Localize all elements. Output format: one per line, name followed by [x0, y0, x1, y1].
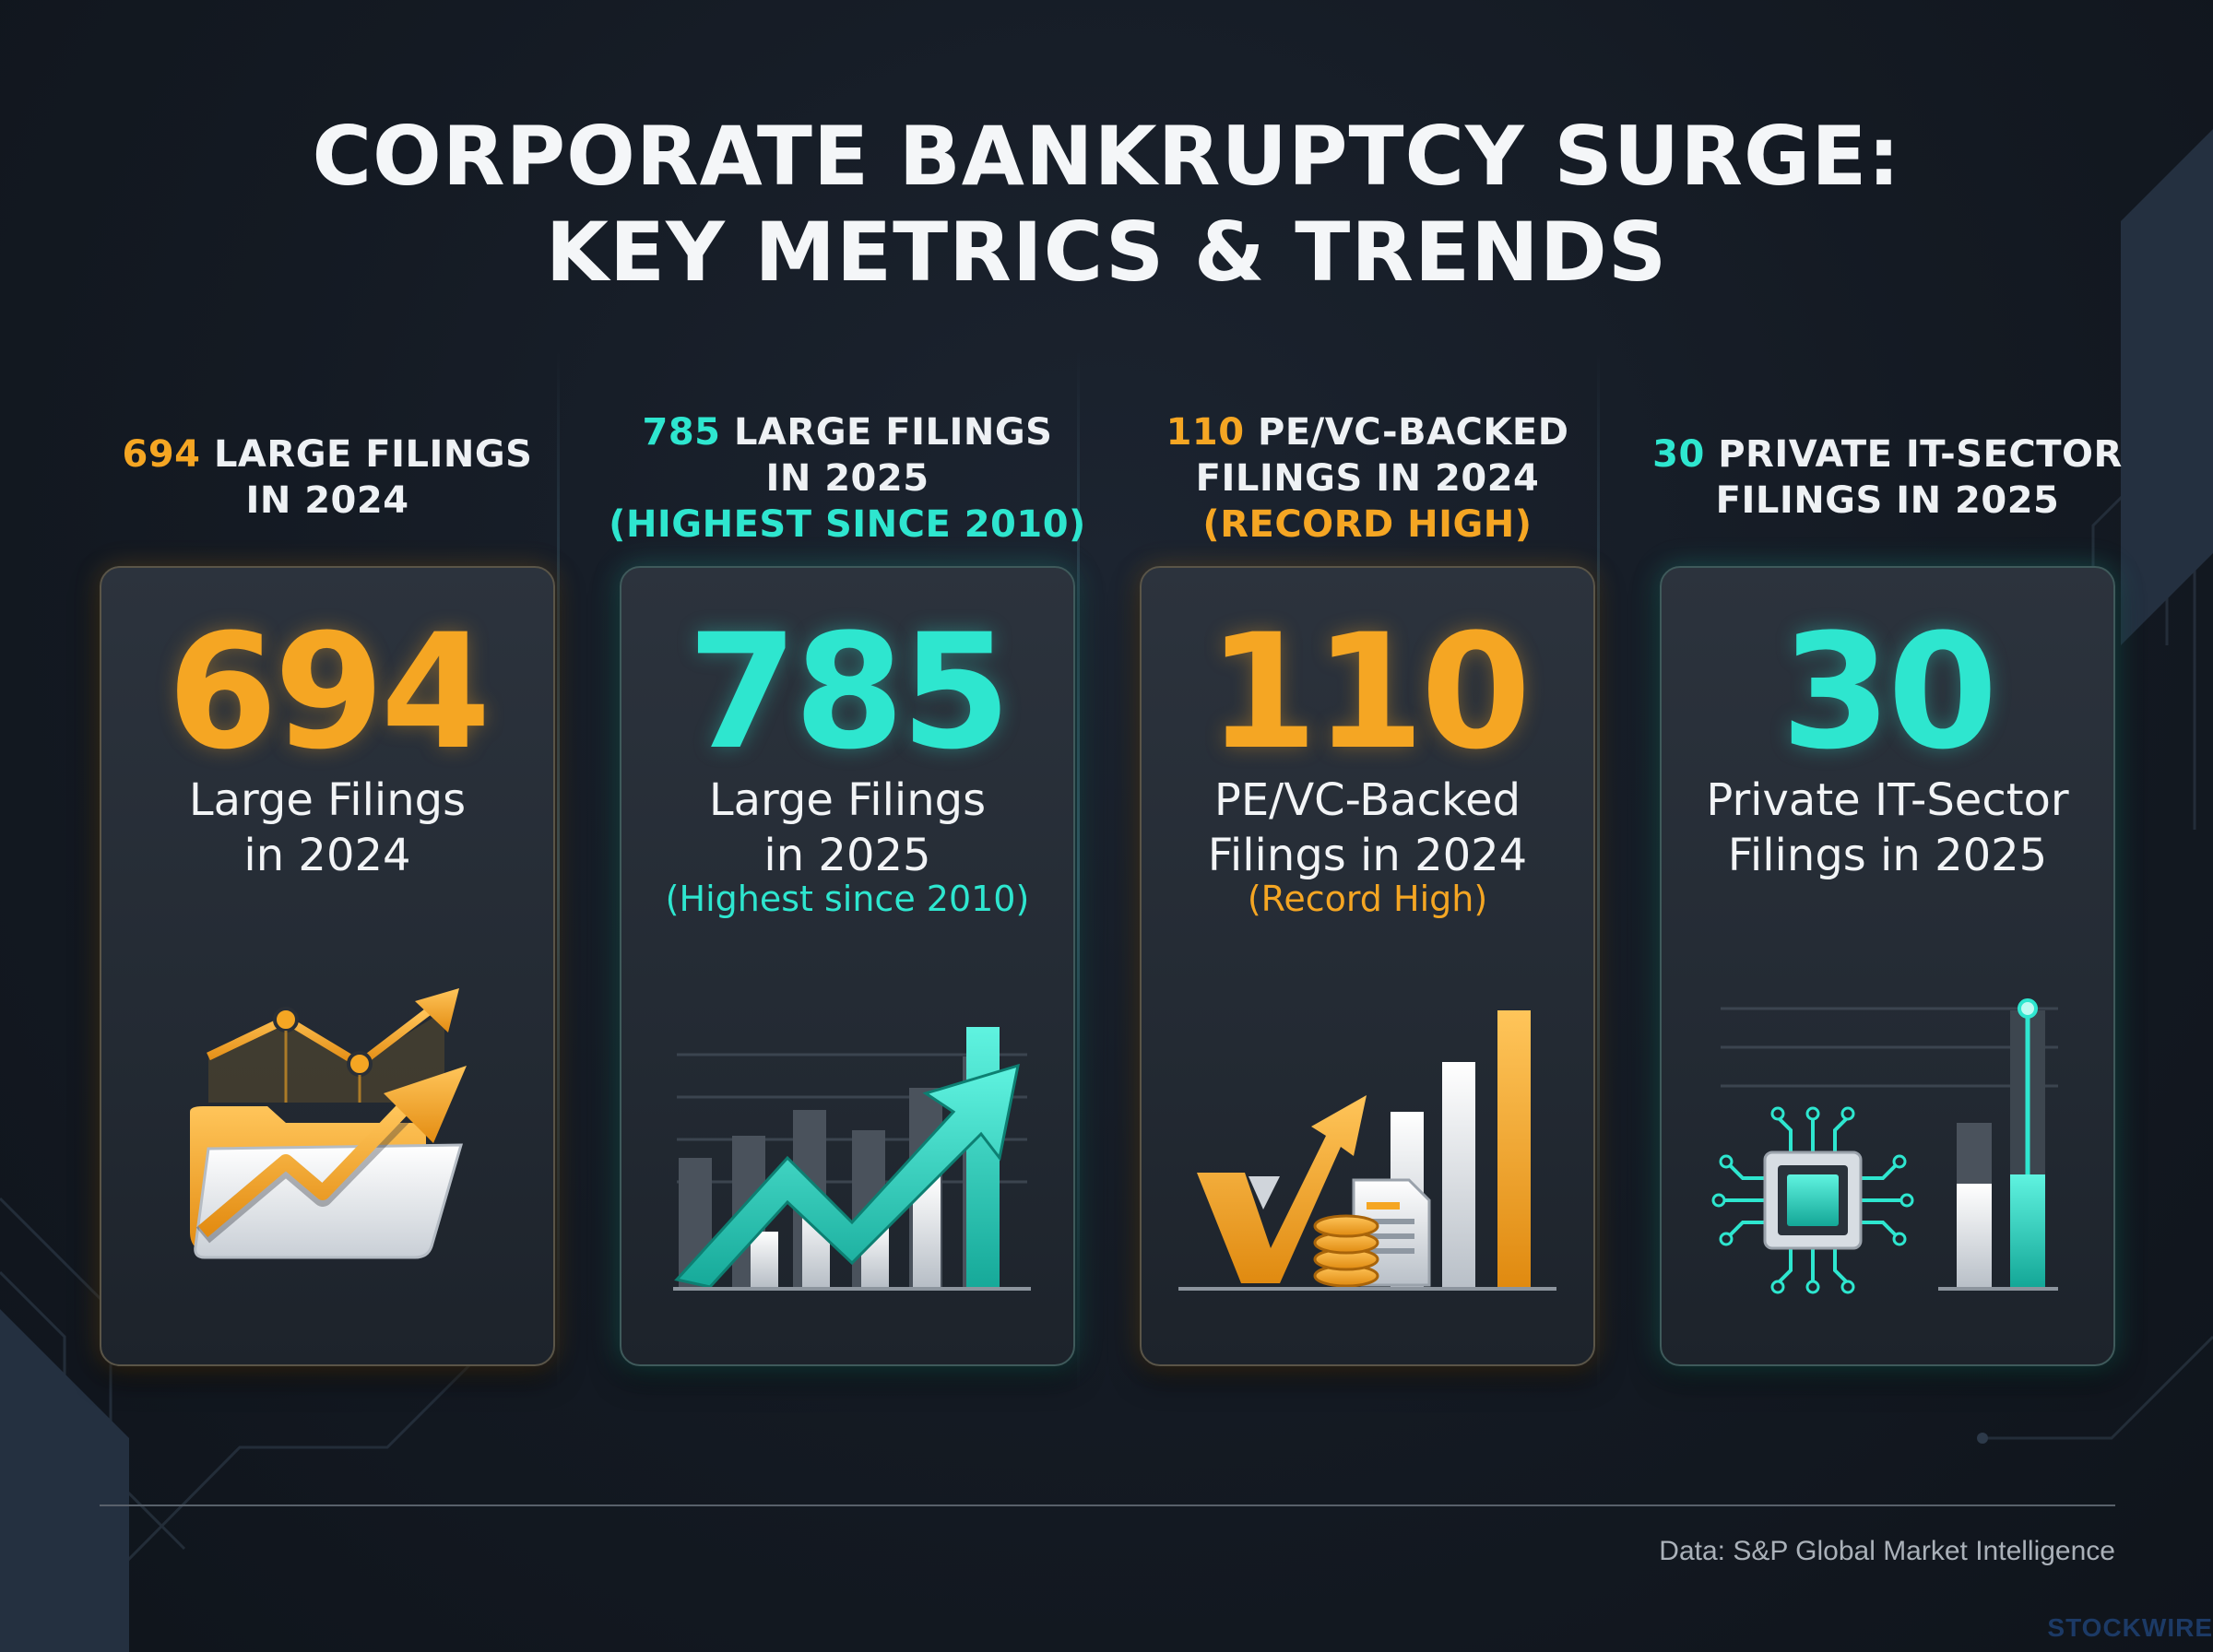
header-number: 30 [1652, 433, 1705, 476]
metric-value: 785 [687, 599, 1011, 785]
column-divider [557, 350, 560, 1392]
metric-card: 785 Large Filings in 2025 (Highest since… [620, 566, 1075, 1366]
metric-label-line-2: Filings in 2024 [1207, 830, 1528, 881]
metric-label-line-2: in 2024 [243, 830, 411, 881]
data-source: Data: S&P Global Market Intelligence [1659, 1536, 2115, 1566]
title-line-1: CORPORATE BANKRUPTCY SURGE: [312, 109, 1901, 204]
metric-label: Private IT-Sector Filings in 2025 [1662, 773, 2113, 883]
header-line-2: FILINGS IN 2024 [1195, 457, 1540, 500]
footer-divider [100, 1504, 2115, 1506]
page-title: CORPORATE BANKRUPTCY SURGE: KEY METRICS … [0, 109, 2213, 301]
title-line-2: KEY METRICS & TRENDS [545, 205, 1668, 300]
column-header: 110 PE/VC-BACKED FILINGS IN 2024 (RECORD… [1103, 409, 1632, 548]
header-text: PRIVATE IT-SECTOR [1704, 433, 2123, 476]
column-header: 30 PRIVATE IT-SECTOR FILINGS IN 2025 [1623, 431, 2152, 524]
metric-card: 110 PE/VC-Backed Filings in 2024 (Record… [1140, 566, 1595, 1366]
header-line-2: FILINGS IN 2025 [1715, 479, 2060, 522]
metric-label-line-2: Filings in 2025 [1727, 830, 2048, 881]
metric-label: PE/VC-Backed Filings in 2024 [1142, 773, 1593, 883]
metric-label-line-1: PE/VC-Backed [1213, 774, 1521, 826]
header-line-2: IN 2025 [765, 457, 929, 500]
metric-label-line-1: Large Filings [188, 774, 467, 826]
metric-label: Large Filings in 2025 [621, 773, 1073, 883]
column-divider [1077, 350, 1080, 1392]
metric-note: (Highest since 2010) [665, 879, 1030, 919]
metric-note: (Record High) [1247, 879, 1488, 919]
header-line-2: IN 2024 [245, 479, 409, 522]
vc-document-coins-bars-icon [1142, 955, 1597, 1342]
header-text: LARGE FILINGS [720, 411, 1053, 454]
metric-card: 694 Large Filings in 2024 [100, 566, 555, 1366]
brand-watermark: STOCKWIRE [2047, 1613, 2213, 1642]
rising-bar-chart-arrow-icon [621, 955, 1077, 1342]
metric-label-line-2: in 2025 [763, 830, 931, 881]
metric-label-line-1: Private IT-Sector [1706, 774, 2069, 826]
metric-card: 30 Private IT-Sector Filings in 2025 [1660, 566, 2115, 1366]
metric-value: 110 [1207, 599, 1531, 785]
header-number: 110 [1166, 411, 1245, 454]
folder-growth-chart-icon [101, 955, 557, 1342]
microchip-bar-icon [1662, 955, 2117, 1342]
header-text: PE/VC-BACKED [1244, 411, 1569, 454]
metric-value: 694 [167, 599, 491, 785]
metric-value: 30 [1781, 599, 1997, 785]
header-number: 694 [122, 433, 201, 476]
header-note: (HIGHEST SINCE 2010) [609, 503, 1086, 546]
header-note: (RECORD HIGH) [1202, 503, 1533, 546]
column-divider [1597, 350, 1600, 1392]
header-number: 785 [642, 411, 721, 454]
column-header: 785 LARGE FILINGS IN 2025 (HIGHEST SINCE… [583, 409, 1112, 548]
column-header: 694 LARGE FILINGS IN 2024 [63, 431, 592, 524]
metric-label-line-1: Large Filings [708, 774, 987, 826]
metric-label: Large Filings in 2024 [101, 773, 553, 883]
header-text: LARGE FILINGS [200, 433, 533, 476]
